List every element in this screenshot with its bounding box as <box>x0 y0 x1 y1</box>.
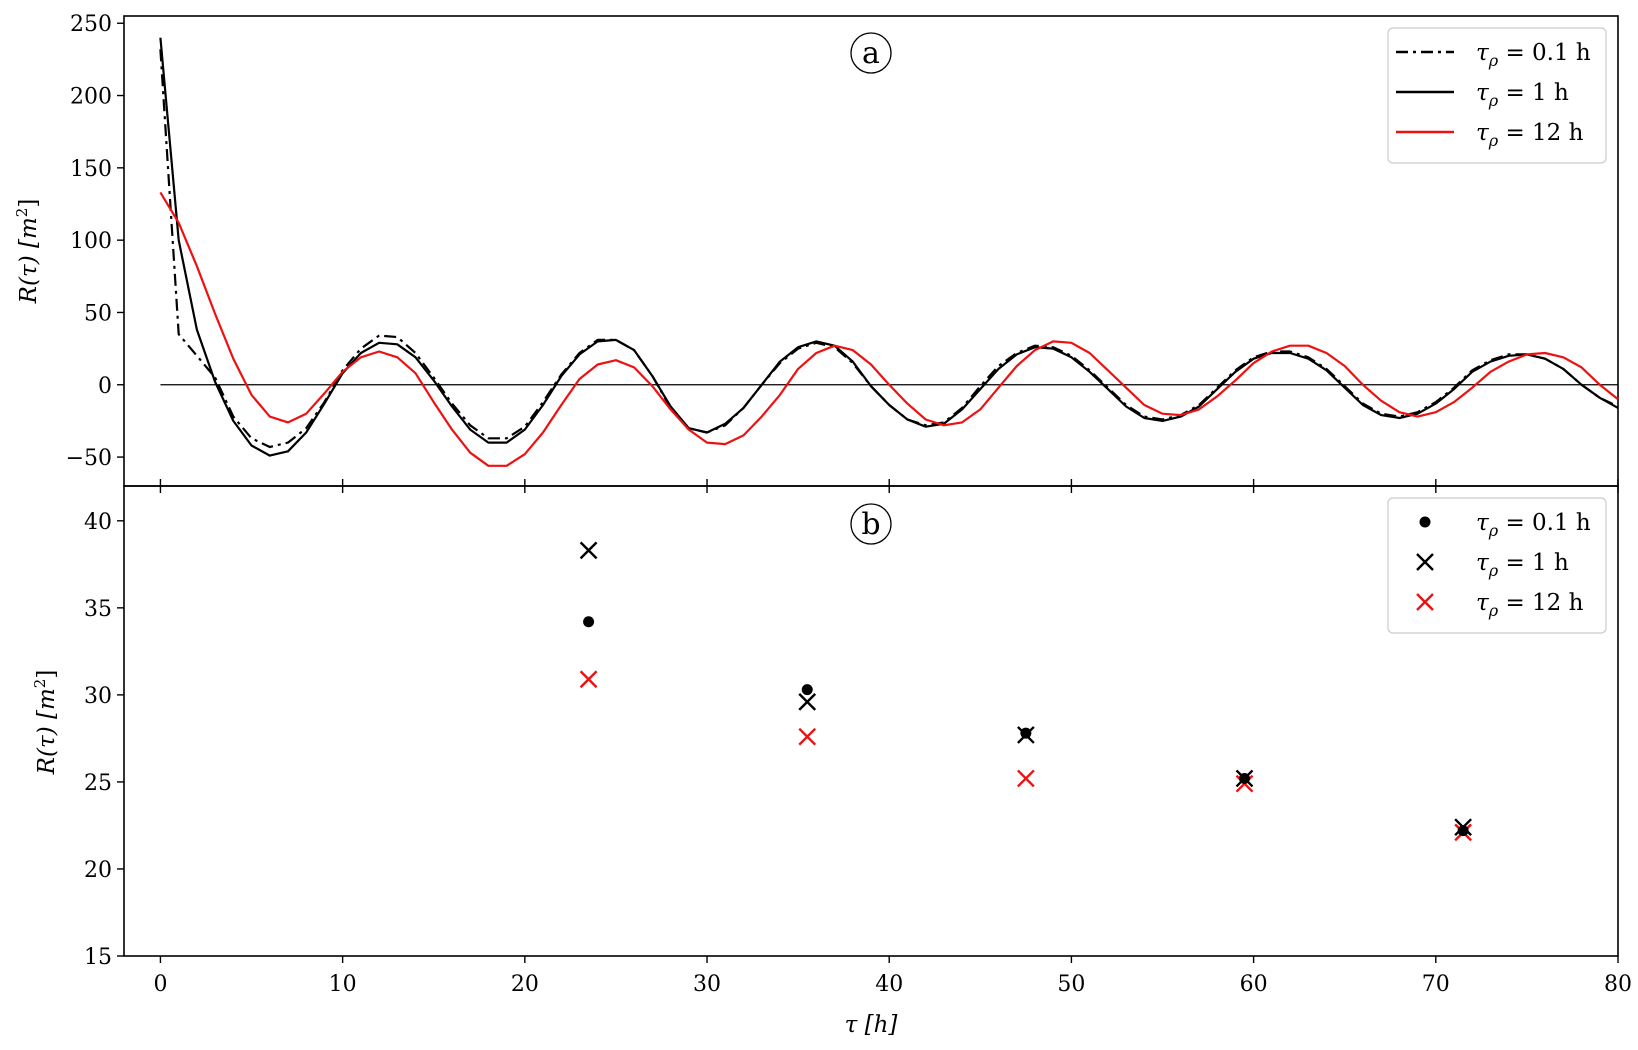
scatter-point-s0 <box>1239 772 1250 784</box>
scatter-point-s2 <box>579 670 598 689</box>
x-tick-label: 80 <box>1604 972 1632 997</box>
x-tick-label: 40 <box>875 972 903 997</box>
scatter-point-s0 <box>801 684 813 696</box>
scatter-point-s0 <box>583 616 595 628</box>
x-tick-label: 30 <box>693 972 721 997</box>
y-tick-label: 15 <box>84 945 112 970</box>
x-tick-label: 10 <box>329 972 357 997</box>
panel-b-y-ticks: 15 20 25 30 35 40 <box>84 510 124 970</box>
scatter-point-s1 <box>579 541 598 560</box>
panel-b-x-ticks: 0 10 20 30 40 50 60 70 80 <box>153 956 1632 997</box>
y-tick-label: 40 <box>84 510 112 535</box>
scatter-point-s0 <box>1457 825 1469 837</box>
legend-label-1: τρ = 1 h <box>1476 550 1569 580</box>
legend-label-2: τρ = 12 h <box>1476 120 1584 150</box>
panel-b-tag-circle <box>850 503 892 545</box>
y-tick-label: 150 <box>70 157 112 182</box>
y-tick-label: −50 <box>66 446 112 471</box>
panel-a-tag-circle <box>850 32 892 74</box>
panel-b-legend-box <box>1387 497 1607 634</box>
y-tick-label: 30 <box>84 684 112 709</box>
y-tick-label: 35 <box>84 597 112 622</box>
panel-a-y-ticks: −50 0 50 100 150 200 250 <box>66 12 124 471</box>
panel-a-line-chart: −50 0 50 100 150 200 250 a R(τ) [m2] τρ = 0.1 … <box>13 12 1619 493</box>
series-line-1 <box>159 37 1619 457</box>
x-axis-label: τ [h] <box>845 1012 898 1038</box>
panel-a-x-ticks <box>159 479 1619 493</box>
scatter-point-s0 <box>1020 727 1032 739</box>
panel-a-series <box>159 37 1619 467</box>
y-tick-label: 200 <box>70 85 112 110</box>
x-tick-label: 50 <box>1057 972 1085 997</box>
legend-label-0: τρ = 0.1 h <box>1476 40 1591 70</box>
legend-marker-0 <box>1419 516 1431 528</box>
panel-b-legend: τρ = 0.1 h τρ = 1 h τρ = 12 h <box>1387 497 1607 634</box>
panel-b-y-axis-label: R(τ) [m2] <box>31 670 60 776</box>
y-tick-label: 250 <box>70 12 112 37</box>
y-tick-label: 100 <box>70 229 112 254</box>
legend-label-1: τρ = 1 h <box>1476 80 1569 110</box>
scatter-point-s2 <box>1017 769 1035 788</box>
x-tick-label: 60 <box>1240 972 1268 997</box>
panel-a-tag: a <box>862 36 880 71</box>
x-tick-label: 70 <box>1422 972 1450 997</box>
scatter-point-s1 <box>798 693 817 711</box>
panel-b-tag: b <box>861 507 880 542</box>
panel-b-scatter-chart: 15 20 25 30 35 40 0 10 20 30 40 50 60 70 80 b R(τ) [m… <box>31 485 1632 1038</box>
y-tick-label: 50 <box>84 301 112 326</box>
series-line-2 <box>159 191 1619 467</box>
y-tick-label: 20 <box>84 858 112 883</box>
panel-b-frame <box>123 485 1619 957</box>
panel-a-legend: τρ = 0.1 h τρ = 1 h τρ = 12 h <box>1387 27 1607 164</box>
panel-a-y-axis-label: R(τ) [m2] <box>13 199 42 305</box>
legend-label-0: τρ = 0.1 h <box>1476 510 1591 540</box>
legend-label-2: τρ = 12 h <box>1476 590 1584 620</box>
y-tick-label: 0 <box>98 374 112 399</box>
panel-b-series <box>579 541 1472 842</box>
panel-a-legend-box <box>1387 27 1607 164</box>
legend-marker-2 <box>1416 593 1434 611</box>
x-tick-label: 0 <box>153 972 167 997</box>
x-tick-label: 20 <box>511 972 539 997</box>
scatter-point-s2 <box>798 727 817 746</box>
legend-marker-1 <box>1416 553 1434 571</box>
y-tick-label: 25 <box>84 771 112 796</box>
